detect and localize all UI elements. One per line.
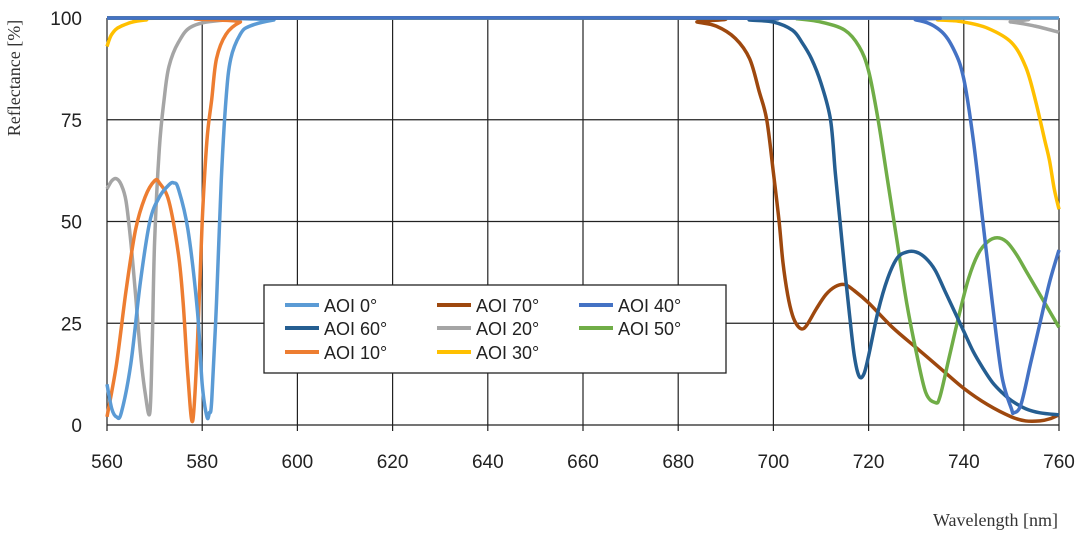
x-tick-label: 620: [377, 452, 409, 473]
y-tick-label: 0: [71, 416, 82, 437]
legend-label: AOI 20°: [476, 319, 539, 339]
legend-item: AOI 50°: [579, 319, 681, 339]
x-tick-label: 740: [948, 452, 980, 473]
legend-item: AOI 10°: [285, 343, 387, 363]
x-tick-label: 700: [758, 452, 790, 473]
legend-label: AOI 60°: [324, 319, 387, 339]
legend-item: AOI 60°: [285, 319, 387, 339]
legend-label: AOI 70°: [476, 296, 539, 316]
series-line-aoi60: [106, 16, 1060, 417]
legend: AOI 0° AOI 60° AOI 10° AOI 70° AOI 20° AOI 30…: [263, 284, 727, 374]
legend-box: [263, 284, 727, 374]
x-tick-label: 720: [853, 452, 885, 473]
legend-label: AOI 10°: [324, 343, 387, 363]
x-axis-title: Wavelength [nm]: [933, 510, 1058, 530]
series-line-aoi70: [106, 15, 1060, 424]
legend-item: AOI 0°: [285, 296, 377, 316]
series-lines: [105, 15, 1061, 424]
x-tick-label: 560: [91, 452, 123, 473]
x-tick-label: 660: [567, 452, 599, 473]
y-tick-label: 25: [61, 314, 82, 335]
legend-item: AOI 40°: [579, 296, 681, 316]
legend-label: AOI 30°: [476, 343, 539, 363]
series-line-aoi40: [106, 16, 1061, 416]
legend-label: AOI 40°: [618, 296, 681, 316]
y-axis-title: Reflectance [%]: [4, 20, 24, 136]
legend-label: AOI 0°: [324, 296, 377, 316]
legend-item: AOI 70°: [437, 296, 539, 316]
x-tick-label: 680: [662, 452, 694, 473]
tick-labels: 560 580 600 620 640 660 680 700 720 740 760 0 25 50 75…: [50, 9, 1075, 473]
legend-label: AOI 50°: [618, 319, 681, 339]
y-tick-label: 75: [61, 111, 82, 132]
y-tick-label: 100: [50, 9, 82, 30]
series-line-aoi0: [105, 16, 1060, 421]
x-tick-label: 580: [186, 452, 218, 473]
legend-item: AOI 20°: [437, 319, 539, 339]
x-tick-label: 600: [282, 452, 314, 473]
y-tick-label: 50: [61, 213, 82, 234]
legend-item: AOI 30°: [437, 343, 539, 363]
x-tick-label: 640: [472, 452, 504, 473]
x-tick-label: 760: [1043, 452, 1075, 473]
